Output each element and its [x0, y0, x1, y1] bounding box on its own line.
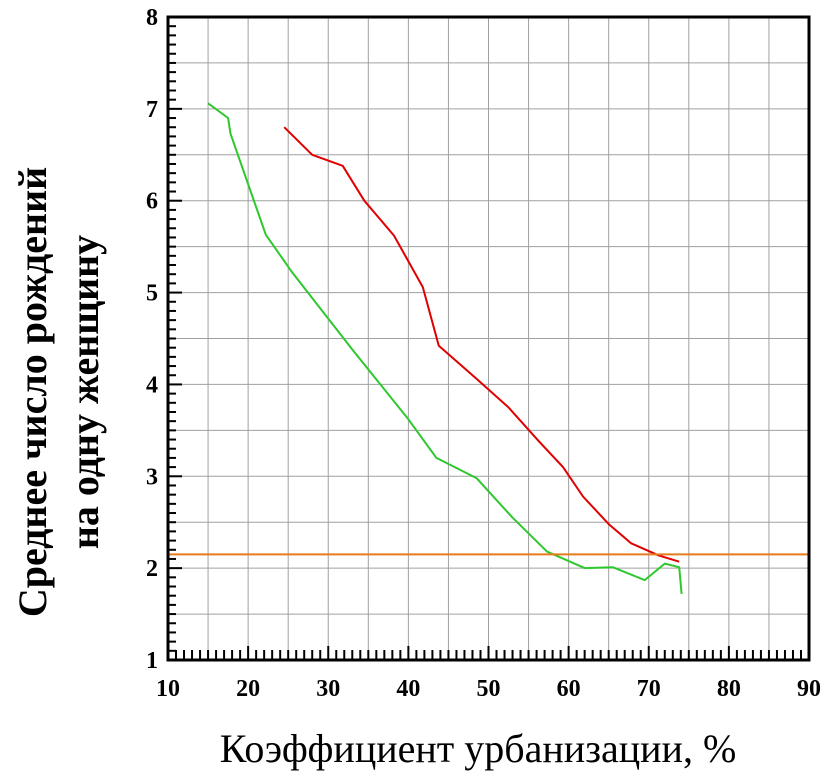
y-tick-label: 5	[146, 281, 158, 307]
x-tick-label: 10	[156, 676, 180, 702]
y-tick-labels: 1 2 3 4 5 6 7 8	[146, 5, 158, 674]
x-tick-label: 20	[236, 676, 260, 702]
plot-frame	[166, 15, 811, 662]
x-tick-label: 50	[477, 676, 501, 702]
y-axis-label-line2: на одну женщину	[62, 235, 107, 549]
y-tick-label: 6	[146, 189, 158, 215]
x-axis-label: Коэффициент урбанизации, %	[220, 726, 737, 771]
y-tick-label: 1	[146, 648, 158, 674]
series-layer	[168, 102, 809, 594]
green-series	[207, 102, 683, 594]
x-tick-labels: 10 20 30 40 50 60 70 80 90	[156, 676, 821, 702]
red-series	[283, 126, 680, 563]
x-tick-label: 60	[557, 676, 581, 702]
y-tick-label: 7	[146, 97, 158, 123]
y-tick-label: 4	[146, 372, 158, 398]
y-tick-label: 2	[146, 556, 158, 582]
x-tick-label: 30	[316, 676, 340, 702]
x-tick-label: 90	[797, 676, 821, 702]
grid	[167, 16, 810, 661]
x-tick-label: 80	[717, 676, 741, 702]
x-tick-label: 40	[396, 676, 420, 702]
x-tick-label: 70	[637, 676, 661, 702]
y-axis-label-line1: Среднее число рождений	[10, 167, 55, 617]
y-tick-label: 3	[146, 464, 158, 490]
y-tick-label: 8	[146, 5, 158, 31]
